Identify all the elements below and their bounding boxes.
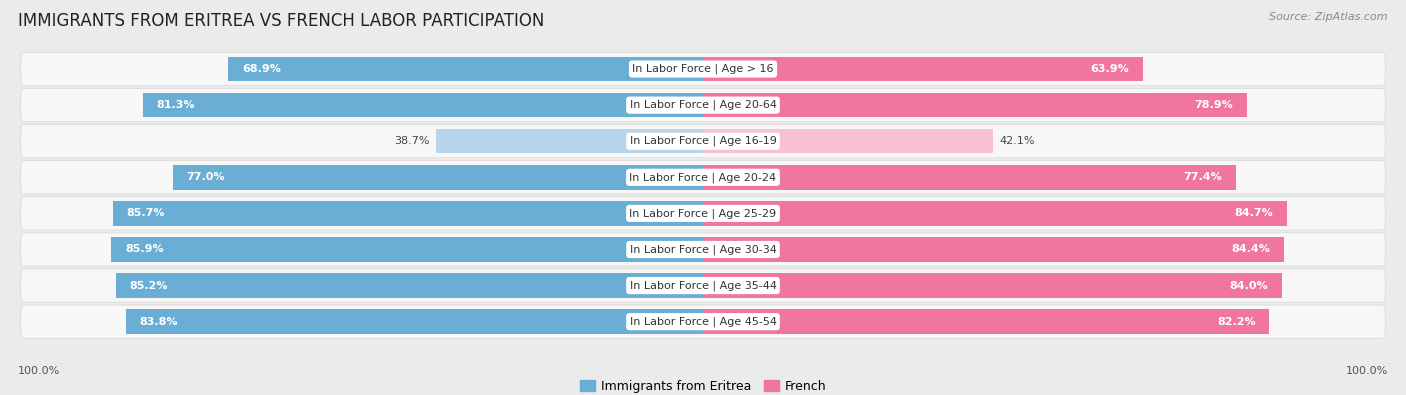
Bar — [703, 129, 993, 154]
Text: In Labor Force | Age 35-44: In Labor Force | Age 35-44 — [630, 280, 776, 291]
Text: In Labor Force | Age 20-24: In Labor Force | Age 20-24 — [630, 172, 776, 182]
Text: 85.2%: 85.2% — [129, 280, 169, 291]
Bar — [436, 129, 703, 154]
Text: 85.7%: 85.7% — [127, 209, 165, 218]
FancyBboxPatch shape — [21, 197, 1385, 230]
Bar — [703, 201, 1286, 226]
Bar — [703, 93, 1247, 117]
Text: 68.9%: 68.9% — [242, 64, 281, 74]
Bar — [703, 237, 1285, 262]
FancyBboxPatch shape — [21, 53, 1385, 86]
Text: In Labor Force | Age 25-29: In Labor Force | Age 25-29 — [630, 208, 776, 219]
Bar — [703, 57, 1143, 81]
Text: 63.9%: 63.9% — [1091, 64, 1129, 74]
FancyBboxPatch shape — [21, 88, 1385, 122]
Text: 77.4%: 77.4% — [1184, 172, 1222, 182]
Text: 84.4%: 84.4% — [1232, 245, 1271, 254]
Text: 82.2%: 82.2% — [1218, 317, 1256, 327]
Text: 85.9%: 85.9% — [125, 245, 163, 254]
Text: In Labor Force | Age 45-54: In Labor Force | Age 45-54 — [630, 316, 776, 327]
Bar — [703, 273, 1282, 298]
Bar — [112, 201, 703, 226]
Text: 83.8%: 83.8% — [139, 317, 179, 327]
Text: In Labor Force | Age 20-64: In Labor Force | Age 20-64 — [630, 100, 776, 110]
Text: In Labor Force | Age 30-34: In Labor Force | Age 30-34 — [630, 244, 776, 255]
Text: IMMIGRANTS FROM ERITREA VS FRENCH LABOR PARTICIPATION: IMMIGRANTS FROM ERITREA VS FRENCH LABOR … — [18, 12, 544, 30]
Bar — [173, 165, 703, 190]
Bar — [117, 273, 703, 298]
Text: 81.3%: 81.3% — [156, 100, 195, 110]
FancyBboxPatch shape — [21, 161, 1385, 194]
Bar — [143, 93, 703, 117]
Text: 84.7%: 84.7% — [1234, 209, 1272, 218]
FancyBboxPatch shape — [21, 125, 1385, 158]
FancyBboxPatch shape — [21, 269, 1385, 302]
Text: In Labor Force | Age > 16: In Labor Force | Age > 16 — [633, 64, 773, 74]
Text: 100.0%: 100.0% — [1346, 366, 1388, 376]
Text: Source: ZipAtlas.com: Source: ZipAtlas.com — [1270, 12, 1388, 22]
Text: 84.0%: 84.0% — [1229, 280, 1268, 291]
Bar — [703, 165, 1236, 190]
Text: 100.0%: 100.0% — [18, 366, 60, 376]
Text: In Labor Force | Age 16-19: In Labor Force | Age 16-19 — [630, 136, 776, 147]
Legend: Immigrants from Eritrea, French: Immigrants from Eritrea, French — [575, 375, 831, 395]
Text: 42.1%: 42.1% — [1000, 136, 1035, 146]
FancyBboxPatch shape — [21, 305, 1385, 338]
Bar — [228, 57, 703, 81]
Text: 38.7%: 38.7% — [394, 136, 429, 146]
Bar — [111, 237, 703, 262]
Text: 78.9%: 78.9% — [1194, 100, 1233, 110]
Bar — [125, 309, 703, 334]
Bar — [703, 309, 1270, 334]
FancyBboxPatch shape — [21, 233, 1385, 266]
Text: 77.0%: 77.0% — [186, 172, 225, 182]
